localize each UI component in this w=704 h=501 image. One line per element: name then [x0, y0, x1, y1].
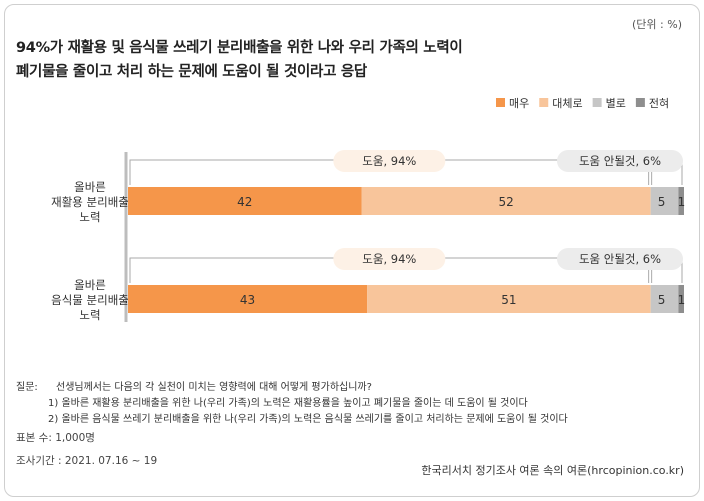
- bar-segment-1-2: [361, 187, 651, 215]
- data-label-2-2: 51: [501, 293, 516, 307]
- category-label-2-line-3: 노력: [79, 308, 100, 322]
- category-label-2-line-1: 올바른: [74, 278, 106, 292]
- category-label-1-line-2: 재활용 분리배출: [51, 195, 129, 209]
- group-label-2-1: 도움, 94%: [362, 252, 416, 266]
- group-label-1-2: 도움 안될것, 6%: [579, 154, 661, 168]
- source-credit: 한국리서치 정기조사 여론 속의 여론(hrcopinion.co.kr): [421, 464, 684, 477]
- legend-label-2: 대체로: [552, 97, 582, 110]
- legend-swatch-2: [539, 98, 549, 107]
- category-label-2-line-2: 음식물 분리배출: [51, 293, 129, 307]
- question-text: 선생님께서는 다음의 각 실천이 미치는 영향력에 대해 어떻게 평가하십니까?: [56, 382, 372, 393]
- group-label-2-2: 도움 안될것, 6%: [579, 252, 661, 266]
- group-pill-1-2: [557, 150, 683, 172]
- question-label: 질문:: [16, 382, 38, 393]
- group-pill-2-2: [557, 248, 683, 270]
- data-label-1-3: 5: [658, 195, 666, 209]
- bar-segment-1-4: [678, 187, 684, 215]
- question-item-2: 2) 올바른 음식물 쓰레기 분리배출을 위한 나(우리 가족)의 노력은 음식…: [48, 414, 568, 425]
- question-item-1: 1) 올바른 재활용 분리배출을 위한 나(우리 가족)의 노력은 재활용률을 …: [48, 398, 528, 409]
- legend-swatch-1: [496, 98, 505, 107]
- bar-segment-2-3: [650, 285, 679, 313]
- data-label-2-3: 5: [658, 293, 666, 307]
- survey-notes: 질문: 선생님께서는 다음의 각 실천이 미치는 영향력에 대해 어떻게 평가하십…: [16, 380, 568, 428]
- legend-label-3: 별로: [606, 97, 626, 110]
- data-label-1-4: 1: [678, 195, 686, 209]
- legend-label-4: 전혀: [649, 97, 669, 110]
- sample-size: 표본 수: 1,000명: [16, 432, 95, 444]
- bar-segment-2-4: [678, 285, 684, 313]
- data-label-2-4: 1: [678, 293, 686, 307]
- title-line-2: 폐기물을 줄이고 처리 하는 문제에 도움이 될 것이라고 응답: [16, 64, 367, 80]
- data-label-1-2: 52: [498, 195, 513, 209]
- legend-label-1: 매우: [509, 97, 529, 110]
- title-line-1: 94%가 재활용 및 음식물 쓰레기 분리배출을 위한 나와 우리 가족의 노력…: [16, 40, 463, 56]
- group-label-1-1: 도움, 94%: [362, 154, 416, 168]
- bar-segment-1-3: [650, 187, 679, 215]
- survey-period: 조사기간 : 2021. 07.16 ~ 19: [16, 455, 158, 467]
- category-label-1-line-3: 노력: [79, 210, 100, 224]
- legend-swatch-3: [592, 98, 602, 107]
- chart-title: 94%가 재활용 및 음식물 쓰레기 분리배출을 위한 나와 우리 가족의 노력…: [16, 36, 636, 84]
- category-label-1-line-1: 올바른: [74, 180, 106, 194]
- bar-segment-1-1: [128, 187, 362, 215]
- data-label-2-1: 43: [240, 293, 255, 307]
- group-pill-2-1: [333, 248, 446, 270]
- legend-swatch-4: [635, 98, 645, 107]
- unit-label: (단위 : %): [632, 18, 682, 31]
- bar-segment-2-2: [367, 285, 651, 313]
- bar-segment-2-1: [128, 285, 368, 313]
- group-pill-1-1: [333, 150, 446, 172]
- data-label-1-1: 42: [237, 195, 252, 209]
